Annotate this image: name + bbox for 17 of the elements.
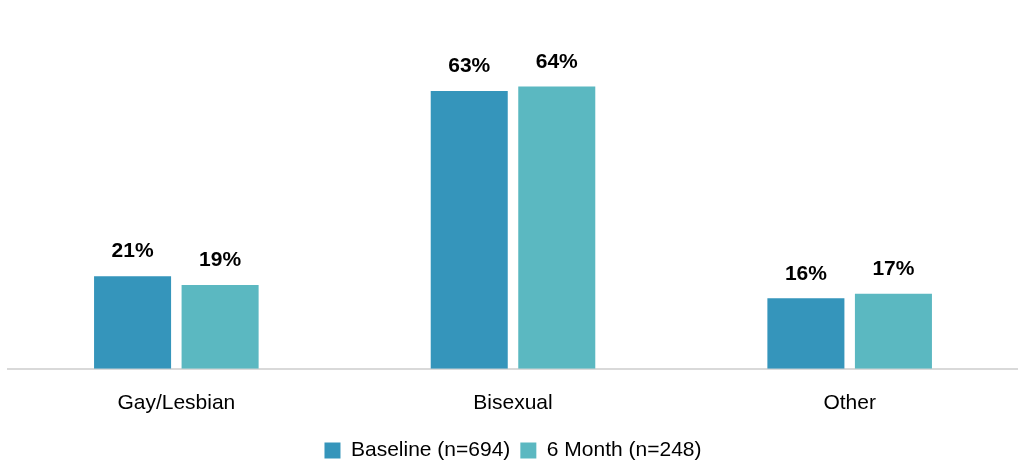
bar: [767, 298, 845, 369]
bar: [854, 293, 932, 369]
legend-label: Baseline (n=694): [350, 437, 511, 461]
x-tick-label: Bisexual: [473, 390, 553, 414]
bar: [430, 90, 508, 369]
bar: [181, 284, 259, 369]
data-label: 16%: [784, 260, 828, 284]
bar: [518, 86, 596, 369]
legend-label: 6 Month (n=248): [546, 437, 702, 461]
x-tick-label: Gay/Lesbian: [117, 390, 236, 414]
data-label: 19%: [199, 247, 242, 271]
data-label: 21%: [111, 238, 154, 262]
bar: [94, 276, 172, 369]
x-tick-label: Other: [823, 390, 876, 414]
data-label: 17%: [872, 256, 915, 280]
data-label: 63%: [448, 53, 491, 77]
data-label: 64%: [535, 48, 579, 72]
